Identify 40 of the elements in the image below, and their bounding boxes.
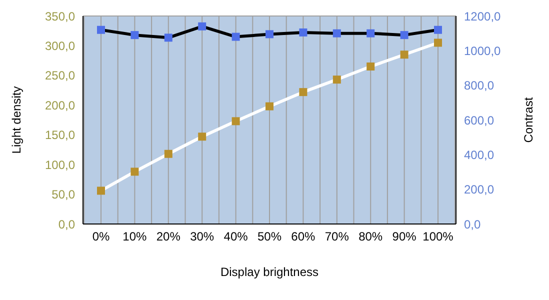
x-tick-label: 50%: [257, 230, 282, 244]
y2-tick-label: 0,0: [464, 217, 482, 232]
x-tick-label: 30%: [190, 230, 214, 244]
x-tick-label: 80%: [358, 230, 383, 244]
x-axis-title: Display brightness: [220, 265, 319, 279]
x-tick-label: 20%: [156, 230, 181, 244]
x-tick-label: 10%: [122, 230, 148, 244]
y-tick-label: 150,0: [44, 128, 76, 142]
point: [164, 150, 172, 158]
y2-tick-label: 400,0: [464, 148, 494, 162]
y2-tick-label: 1200,0: [464, 9, 502, 24]
y-tick-label: 0,0: [58, 217, 76, 232]
point: [332, 76, 341, 84]
y-axis-title: Light density: [9, 86, 24, 154]
x-tick-label: 0%: [92, 230, 110, 244]
y-tick-label: 300,0: [44, 38, 76, 53]
y-tick-label: 50,0: [52, 188, 76, 202]
point: [299, 88, 308, 96]
point: [400, 50, 408, 59]
y2-tick-label: 800,0: [464, 78, 494, 93]
y2-axis-title: Contrast: [521, 96, 536, 143]
point: [232, 117, 240, 126]
y-tick-label: 250,0: [44, 68, 76, 83]
x-tick-label: 90%: [392, 230, 417, 244]
point: [366, 62, 375, 71]
point: [434, 38, 442, 47]
x-tick-label: 100%: [422, 230, 454, 244]
y-tick-label: 350,0: [44, 9, 76, 24]
y-tick-label: 200,0: [44, 98, 76, 112]
point: [266, 102, 274, 110]
y-tick-label: 100,0: [44, 158, 76, 172]
y2-tick-label: 200,0: [464, 182, 494, 197]
x-tick-label: 60%: [291, 230, 316, 244]
y2-tick-label: 1000,0: [464, 44, 502, 58]
x-tick-label: 40%: [224, 230, 248, 244]
point: [130, 168, 139, 176]
y2-tick-label: 600,0: [464, 113, 494, 128]
point: [198, 132, 206, 141]
x-tick-label: 70%: [324, 230, 350, 244]
point: [97, 186, 105, 195]
